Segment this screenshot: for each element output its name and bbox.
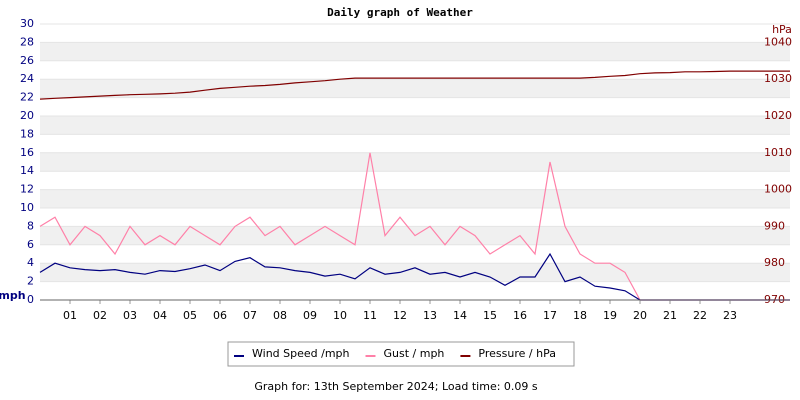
x-tick-label: 11 — [363, 309, 377, 322]
y2-tick-label: 980 — [764, 256, 785, 269]
y-tick-label: 12 — [20, 183, 34, 196]
y-tick-label: 2 — [27, 275, 34, 288]
x-tick-label: 06 — [213, 309, 227, 322]
y2-tick-label: 990 — [764, 219, 785, 232]
y-tick-label: 8 — [27, 219, 34, 232]
x-tick-label: 16 — [513, 309, 527, 322]
y-tick-label: 18 — [20, 127, 34, 140]
x-tick-label: 12 — [393, 309, 407, 322]
x-tick-label: 05 — [183, 309, 197, 322]
y2-tick-label: 1040 — [764, 35, 792, 48]
legend-label: Pressure / hPa — [478, 347, 556, 360]
footer: Graph for: 13th September 2024; Load tim… — [254, 380, 538, 393]
x-tick-label: 20 — [633, 309, 647, 322]
x-tick-label: 02 — [93, 309, 107, 322]
chart-title: Daily graph of Weather — [327, 6, 473, 19]
x-tick-label: 14 — [453, 309, 467, 322]
x-tick-label: 19 — [603, 309, 617, 322]
y-tick-label: 14 — [20, 164, 34, 177]
y-tick-label: 20 — [20, 109, 34, 122]
x-tick-label: 17 — [543, 309, 557, 322]
y-tick-label: 0 — [27, 293, 34, 306]
x-tick-label: 15 — [483, 309, 497, 322]
y-tick-label: 16 — [20, 146, 34, 159]
series-line — [39, 70, 790, 100]
y-axis-label: mph — [0, 289, 26, 302]
x-tick-label: 23 — [723, 309, 737, 322]
y2-tick-label: 1030 — [764, 72, 792, 85]
x-tick-label: 10 — [333, 309, 347, 322]
y2-tick-label: 1010 — [764, 146, 792, 159]
grid-bands — [40, 23, 790, 301]
x-tick-label: 03 — [123, 309, 137, 322]
grid-band — [40, 116, 790, 135]
grid-band — [40, 189, 790, 208]
x-tick-label: 18 — [573, 309, 587, 322]
y-tick-label: 24 — [20, 72, 34, 85]
grid-band — [40, 79, 790, 98]
x-tick-label: 21 — [663, 309, 677, 322]
y2-tick-label: 1020 — [764, 109, 792, 122]
x-tick-label: 01 — [63, 309, 77, 322]
grid-band — [40, 263, 790, 282]
y-tick-label: 30 — [20, 17, 34, 30]
grid-band — [40, 152, 790, 172]
x-tick-label: 04 — [153, 309, 167, 322]
y-tick-label: 28 — [20, 35, 34, 48]
y-tick-label: 26 — [20, 54, 34, 67]
legend-box — [227, 341, 575, 367]
x-tick-label: 13 — [423, 309, 437, 322]
grid-band — [40, 42, 790, 61]
y-tick-label: 22 — [20, 91, 34, 104]
y-tick-label: 4 — [27, 256, 34, 269]
legend-label: Gust / mph — [384, 347, 445, 360]
y2-tick-label: 1000 — [764, 183, 792, 196]
legend: Wind Speed /mph Gust / mph Pressure / hPa — [234, 347, 556, 360]
y-tick-label: 6 — [27, 238, 34, 251]
y2-axis-label: hPa — [772, 23, 792, 36]
x-tick-label: 08 — [273, 309, 287, 322]
y-tick-label: 10 — [20, 201, 34, 214]
x-tick-label: 22 — [693, 309, 707, 322]
x-tick-label: 07 — [243, 309, 257, 322]
x-tick-label: 09 — [303, 309, 317, 322]
legend-label: Wind Speed /mph — [252, 347, 350, 360]
